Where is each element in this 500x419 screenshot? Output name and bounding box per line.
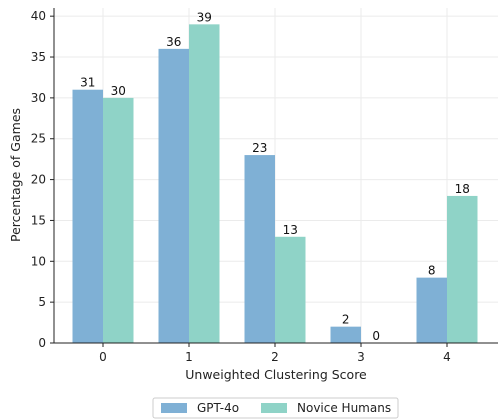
x-tick-label: 3 [357,350,365,364]
bar-value-label: 39 [197,10,212,24]
bar-value-label: 18 [455,182,470,196]
y-tick-label: 30 [31,91,46,105]
x-tick-label: 0 [99,350,107,364]
y-tick-label: 10 [31,254,46,268]
bar-value-label: 23 [252,141,267,155]
bar-value-label: 8 [428,264,436,278]
bar-novice-humans [447,195,478,343]
legend-label: GPT-4o [197,401,239,415]
x-tick-label: 4 [443,350,451,364]
y-tick-label: 40 [31,9,46,23]
bar-gpt-4o [330,326,361,343]
bar-value-label: 2 [342,313,350,327]
bar-value-label: 30 [111,84,126,98]
bar-gpt-4o [158,48,189,343]
legend-swatch [261,403,287,413]
legend-label: Novice Humans [297,401,391,415]
bar-gpt-4o [416,277,447,343]
y-tick-label: 15 [31,213,46,227]
bars [72,24,478,344]
y-tick-label: 5 [38,295,46,309]
data-labels: 31 36 23 2 8 30 39 13 0 18 [80,10,470,343]
bar-novice-humans [275,236,306,343]
x-ticks: 0 1 2 3 4 [99,343,451,364]
bar-value-label: 31 [80,76,95,90]
axes [53,8,498,344]
bar-gpt-4o [244,155,275,343]
y-tick-label: 20 [31,173,46,187]
y-tick-label: 25 [31,132,46,146]
legend: GPT-4o Novice Humans [152,397,399,419]
x-tick-label: 1 [185,350,193,364]
legend-swatch [161,403,187,413]
x-tick-label: 2 [271,350,279,364]
bar-value-label: 0 [372,329,380,343]
bar-novice-humans [103,97,134,343]
y-tick-label: 0 [38,336,46,350]
y-ticks: 0 5 10 15 20 25 30 35 40 [31,9,54,350]
bar-value-label: 36 [166,35,181,49]
y-axis-label: Percentage of Games [8,108,23,242]
bar-value-label: 13 [283,223,298,237]
y-tick-label: 35 [31,50,46,64]
bar-novice-humans [189,24,220,344]
bar-gpt-4o [72,89,103,344]
x-axis-label: Unweighted Clustering Score [185,367,367,382]
